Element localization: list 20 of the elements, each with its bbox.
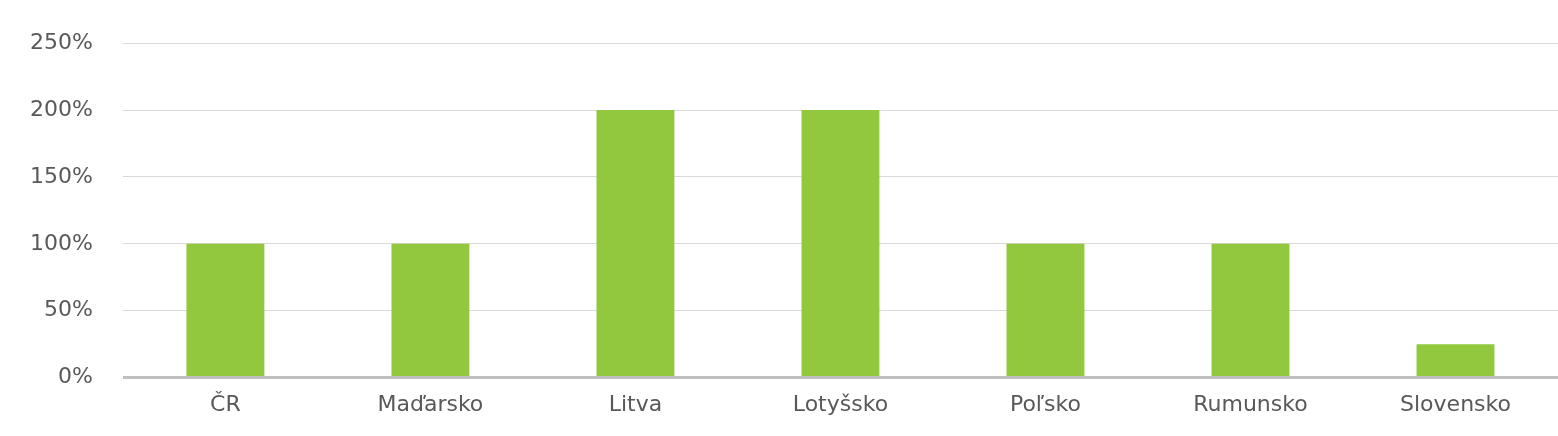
- x-tick-label: Litva: [608, 390, 663, 416]
- bar: [596, 110, 675, 377]
- x-tick-label: Rumunsko: [1193, 390, 1308, 416]
- bar: [1006, 243, 1085, 377]
- x-tick-label: Poľsko: [1009, 390, 1081, 416]
- x-tick-label: Slovensko: [1400, 390, 1511, 416]
- bar: [186, 243, 265, 377]
- x-tick-label: Maďarsko: [377, 390, 484, 416]
- x-tick-label: Lotyšsko: [792, 390, 889, 416]
- y-tick-label: 150%: [29, 162, 93, 188]
- y-tick-label: 100%: [29, 229, 93, 255]
- x-tick-label: ČR: [210, 390, 241, 416]
- y-tick-label: 0%: [57, 363, 93, 389]
- bar: [1211, 243, 1290, 377]
- bar: [391, 243, 470, 377]
- y-tick-label: 200%: [29, 95, 93, 121]
- y-tick-label: 50%: [43, 296, 93, 322]
- y-tick-label: 250%: [29, 28, 93, 54]
- bar: [1416, 344, 1495, 377]
- bar: [801, 110, 880, 377]
